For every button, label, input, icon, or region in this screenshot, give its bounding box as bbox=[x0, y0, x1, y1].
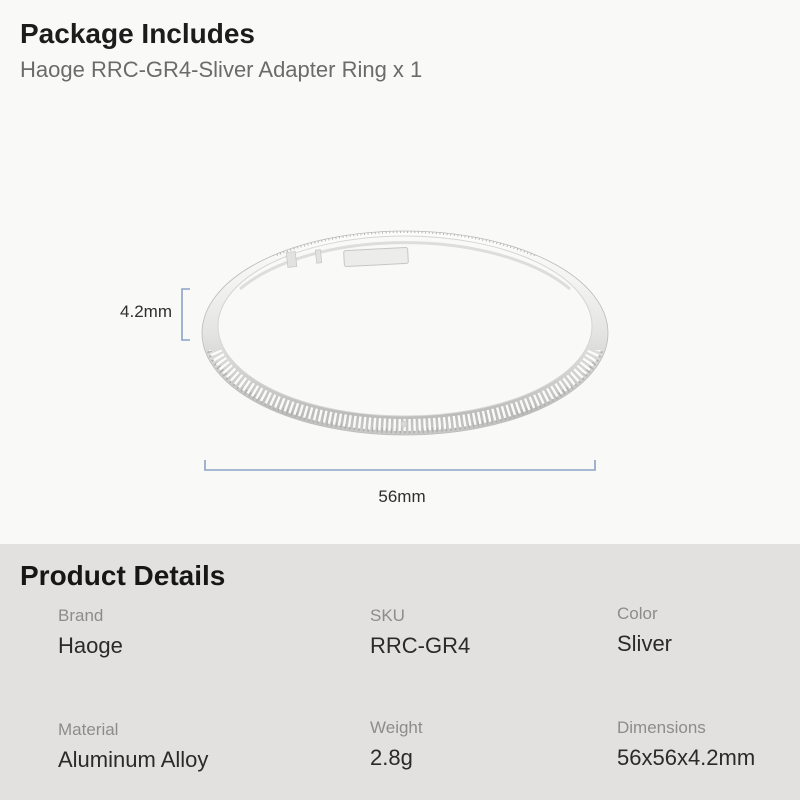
spec-label: Color bbox=[617, 604, 658, 623]
spec-value: Aluminum Alloy bbox=[58, 747, 209, 773]
product-details-section: Product Details Brand Haoge SKU RRC-GR4 … bbox=[0, 544, 800, 800]
package-includes-heading: Package Includes bbox=[20, 18, 256, 49]
mount-tab bbox=[285, 246, 409, 268]
spec-value: 56x56x4.2mm bbox=[617, 745, 756, 771]
spec-value: Haoge bbox=[58, 633, 123, 659]
product-photo: 4.2mm 56mm bbox=[120, 230, 609, 506]
width-dimension-label: 56mm bbox=[378, 487, 425, 506]
spec-material: Material Aluminum Alloy bbox=[58, 720, 208, 774]
spec-sku: SKU RRC-GR4 bbox=[370, 606, 470, 660]
spec-value: 2.8g bbox=[370, 745, 413, 771]
adapter-ring-image bbox=[201, 230, 609, 436]
spec-label: Brand bbox=[58, 606, 104, 625]
height-dimension-bracket bbox=[181, 288, 190, 341]
spec-label: Dimensions bbox=[617, 718, 706, 737]
spec-weight: Weight 2.8g bbox=[370, 718, 423, 772]
spec-value: Sliver bbox=[617, 631, 673, 657]
spec-value: RRC-GR4 bbox=[370, 633, 471, 659]
product-details-heading: Product Details bbox=[20, 560, 226, 591]
spec-brand: Brand Haoge bbox=[58, 606, 123, 660]
spec-label: Weight bbox=[370, 718, 423, 737]
spec-label: Material bbox=[58, 720, 119, 739]
package-item-text: Haoge RRC-GR4-Sliver Adapter Ring x 1 bbox=[20, 57, 423, 82]
width-dimension-line bbox=[204, 460, 596, 471]
package-includes-section: Package Includes Haoge RRC-GR4-Sliver Ad… bbox=[20, 18, 609, 506]
spec-dimensions: Dimensions 56x56x4.2mm bbox=[617, 718, 755, 772]
index-dot bbox=[400, 420, 408, 428]
spec-label: SKU bbox=[370, 606, 405, 625]
spec-color: Color Sliver bbox=[617, 604, 672, 658]
height-dimension-label: 4.2mm bbox=[120, 302, 172, 321]
